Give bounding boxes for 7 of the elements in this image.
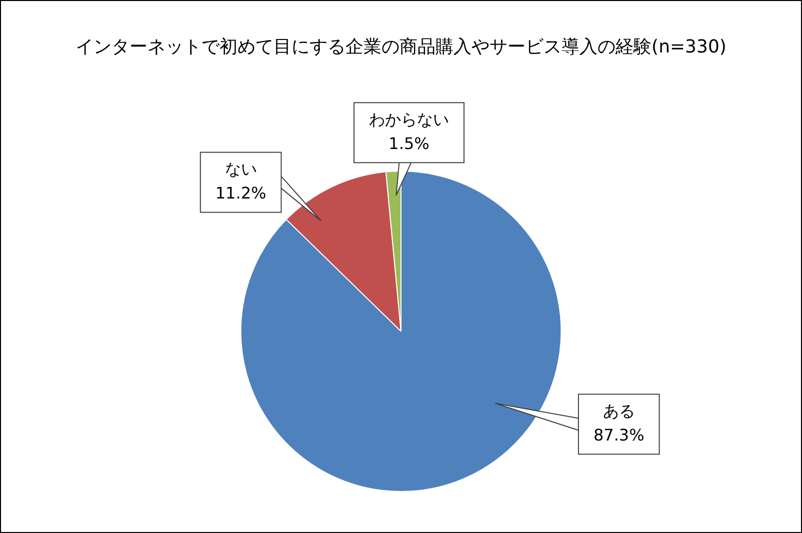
data-label: 1.5% — [388, 134, 430, 154]
data-label: 11.2% — [215, 184, 266, 203]
slice-label: ある — [602, 402, 635, 421]
data-label: 87.3% — [593, 426, 644, 445]
chart-title: インターネットで初めて目にする企業の商品購入やサービス導入の経験(n=330) — [76, 36, 726, 58]
slice-label: わからない — [369, 110, 450, 130]
slice-label: ない — [224, 160, 257, 179]
